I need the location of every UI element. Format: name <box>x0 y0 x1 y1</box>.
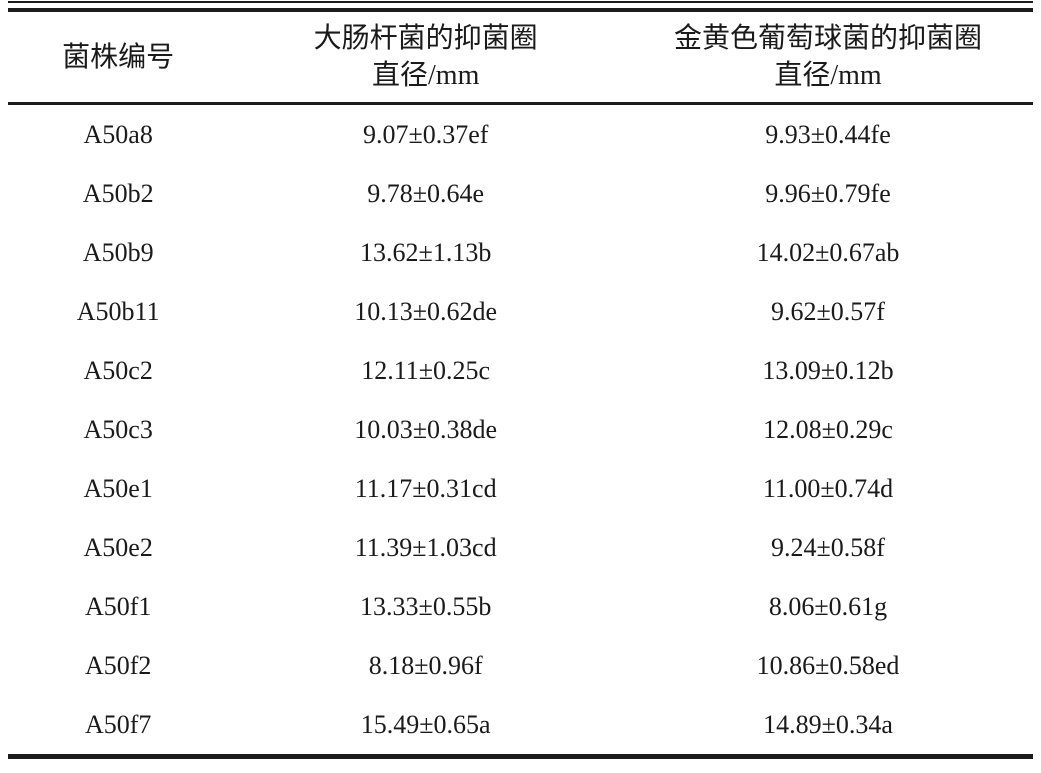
strain-id-cell: A50b11 <box>76 296 160 326</box>
table-header: 菌株编号 大肠杆菌的抑菌圈 直径/mm 金黄色葡萄球菌的抑菌圈 直径/mm <box>8 12 1033 104</box>
strain-id-cell: A50a8 <box>83 119 153 149</box>
strain-id-cell: A50b9 <box>82 237 154 267</box>
table-row: A50c3 10.03±0.38de 12.08±0.29c <box>8 400 1033 459</box>
ecoli-value-cell: 11.39±1.03cd <box>354 532 497 562</box>
saureus-value-cell: 9.93±0.44fe <box>765 119 891 149</box>
saureus-value-cell: 14.89±0.34a <box>763 709 893 739</box>
strain-id-cell: A50c3 <box>83 414 153 444</box>
ecoli-value-cell: 10.13±0.62de <box>354 296 498 326</box>
table-body: A50a8 9.07±0.37ef 9.93±0.44fe A50b2 9.78±0.6… <box>8 104 1033 757</box>
saureus-value-cell: 9.24±0.58f <box>771 532 885 562</box>
strain-id-cell: A50f7 <box>84 709 152 739</box>
header-strain-id-label: 菌株编号 <box>62 41 175 73</box>
saureus-value-cell: 9.96±0.79fe <box>765 178 891 208</box>
ecoli-value-cell: 12.11±0.25c <box>361 355 491 385</box>
ecoli-value-cell: 13.33±0.55b <box>360 591 492 621</box>
header-ecoli-line1: 大肠杆菌的抑菌圈 <box>313 23 538 54</box>
ecoli-value-cell: 9.07±0.37ef <box>362 119 489 149</box>
header-ecoli-zone: 大肠杆菌的抑菌圈 直径/mm <box>228 12 623 104</box>
saureus-value-cell: 10.86±0.58ed <box>756 650 900 680</box>
strain-id-cell: A50c2 <box>83 355 153 385</box>
table-row: A50c2 12.11±0.25c 13.09±0.12b <box>8 341 1033 400</box>
saureus-value-cell: 11.00±0.74d <box>762 473 894 503</box>
table-row: A50b11 10.13±0.62de 9.62±0.57f <box>8 282 1033 341</box>
strain-id-cell: A50f1 <box>84 591 152 621</box>
table-row: A50b9 13.62±1.13b 14.02±0.67ab <box>8 223 1033 282</box>
strain-id-cell: A50e1 <box>83 473 153 503</box>
table-row: A50f2 8.18±0.96f 10.86±0.58ed <box>8 636 1033 695</box>
ecoli-value-cell: 15.49±0.65a <box>360 709 491 739</box>
saureus-value-cell: 9.62±0.57f <box>771 296 885 326</box>
saureus-value-cell: 14.02±0.67ab <box>756 237 900 267</box>
header-saureus-line1: 金黄色葡萄球菌的抑菌圈 <box>673 23 982 54</box>
strain-id-cell: A50b2 <box>82 178 154 208</box>
table-row: A50b2 9.78±0.64e 9.96±0.79fe <box>8 164 1033 223</box>
header-row: 菌株编号 大肠杆菌的抑菌圈 直径/mm 金黄色葡萄球菌的抑菌圈 直径/mm <box>8 12 1033 104</box>
table-row: A50a8 9.07±0.37ef 9.93±0.44fe <box>8 104 1033 165</box>
ecoli-value-cell: 9.78±0.64e <box>367 178 485 208</box>
table-row: A50f7 15.49±0.65a 14.89±0.34a <box>8 695 1033 757</box>
header-ecoli-line2: 直径/mm <box>372 60 480 91</box>
table-top-rule-thick: 菌株编号 大肠杆菌的抑菌圈 直径/mm 金黄色葡萄球菌的抑菌圈 直径/mm A5… <box>8 8 1033 759</box>
table-row: A50e1 11.17±0.31cd 11.00±0.74d <box>8 459 1033 518</box>
saureus-value-cell: 13.09±0.12b <box>762 355 894 385</box>
strain-id-cell: A50e2 <box>83 532 153 562</box>
ecoli-value-cell: 8.18±0.96f <box>368 650 483 680</box>
inhibition-zone-table: 菌株编号 大肠杆菌的抑菌圈 直径/mm 金黄色葡萄球菌的抑菌圈 直径/mm A5… <box>8 12 1033 759</box>
table-row: A50e2 11.39±1.03cd 9.24±0.58f <box>8 518 1033 577</box>
saureus-value-cell: 8.06±0.61g <box>768 591 888 621</box>
ecoli-value-cell: 10.03±0.38de <box>354 414 498 444</box>
ecoli-value-cell: 11.17±0.31cd <box>354 473 497 503</box>
header-strain-id: 菌株编号 <box>8 12 228 104</box>
table-row: A50f1 13.33±0.55b 8.06±0.61g <box>8 577 1033 636</box>
ecoli-value-cell: 13.62±1.13b <box>360 237 492 267</box>
header-saureus-line2: 直径/mm <box>774 60 882 91</box>
strain-id-cell: A50f2 <box>84 650 152 680</box>
table-top-rule-thin: 菌株编号 大肠杆菌的抑菌圈 直径/mm 金黄色葡萄球菌的抑菌圈 直径/mm A5… <box>8 1 1033 759</box>
header-saureus-zone: 金黄色葡萄球菌的抑菌圈 直径/mm <box>623 12 1033 104</box>
saureus-value-cell: 12.08±0.29c <box>763 414 893 444</box>
